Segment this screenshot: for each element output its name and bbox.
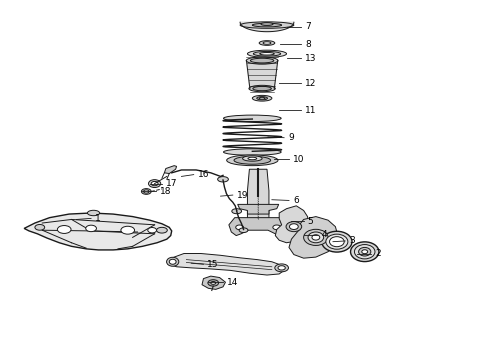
Ellipse shape xyxy=(252,23,282,27)
Text: 3: 3 xyxy=(349,237,355,246)
Polygon shape xyxy=(247,169,269,220)
Ellipse shape xyxy=(273,225,281,230)
Ellipse shape xyxy=(261,23,273,26)
Ellipse shape xyxy=(240,22,294,28)
Polygon shape xyxy=(168,253,284,275)
Text: 13: 13 xyxy=(305,54,317,63)
Ellipse shape xyxy=(144,190,149,193)
Ellipse shape xyxy=(250,58,274,63)
Ellipse shape xyxy=(308,232,324,243)
Ellipse shape xyxy=(330,237,344,247)
Text: 7: 7 xyxy=(305,22,311,31)
Text: 16: 16 xyxy=(197,170,209,179)
Ellipse shape xyxy=(223,115,281,122)
Ellipse shape xyxy=(252,95,272,101)
Ellipse shape xyxy=(253,86,271,91)
Ellipse shape xyxy=(312,235,320,240)
Ellipse shape xyxy=(263,42,271,44)
Text: 5: 5 xyxy=(308,217,313,226)
Ellipse shape xyxy=(208,280,219,286)
Ellipse shape xyxy=(246,57,278,64)
Ellipse shape xyxy=(211,282,216,284)
Text: 17: 17 xyxy=(166,179,177,188)
Ellipse shape xyxy=(218,177,228,182)
Text: 19: 19 xyxy=(237,190,248,199)
Ellipse shape xyxy=(151,181,158,186)
Ellipse shape xyxy=(167,257,179,266)
Ellipse shape xyxy=(223,149,281,155)
Ellipse shape xyxy=(322,231,352,252)
Ellipse shape xyxy=(121,226,135,234)
Text: 8: 8 xyxy=(305,40,311,49)
Ellipse shape xyxy=(286,222,302,231)
Polygon shape xyxy=(275,206,309,243)
Polygon shape xyxy=(238,204,279,214)
Polygon shape xyxy=(229,218,288,235)
Ellipse shape xyxy=(249,85,275,92)
Ellipse shape xyxy=(86,225,97,231)
Text: 1: 1 xyxy=(95,214,101,223)
Text: 6: 6 xyxy=(293,196,298,205)
Text: 4: 4 xyxy=(321,230,327,239)
Ellipse shape xyxy=(275,264,289,272)
Ellipse shape xyxy=(257,96,268,100)
Ellipse shape xyxy=(232,209,242,214)
Ellipse shape xyxy=(260,53,274,55)
Polygon shape xyxy=(202,276,225,289)
Text: 10: 10 xyxy=(293,155,304,164)
Ellipse shape xyxy=(35,225,45,230)
Ellipse shape xyxy=(57,226,71,233)
Polygon shape xyxy=(246,60,278,89)
Polygon shape xyxy=(164,166,176,174)
Ellipse shape xyxy=(148,180,161,188)
Text: 18: 18 xyxy=(160,187,172,196)
Ellipse shape xyxy=(236,225,244,230)
Ellipse shape xyxy=(148,228,157,233)
Ellipse shape xyxy=(259,41,275,45)
Ellipse shape xyxy=(247,50,287,57)
Ellipse shape xyxy=(362,250,368,254)
Text: 15: 15 xyxy=(207,260,219,269)
Text: 9: 9 xyxy=(288,133,294,142)
Polygon shape xyxy=(24,213,172,250)
Ellipse shape xyxy=(359,247,371,256)
Ellipse shape xyxy=(350,242,379,262)
Text: 14: 14 xyxy=(227,278,238,287)
Ellipse shape xyxy=(157,227,167,233)
Ellipse shape xyxy=(239,228,248,233)
Ellipse shape xyxy=(354,244,375,259)
Ellipse shape xyxy=(243,156,262,161)
Ellipse shape xyxy=(87,210,99,216)
Polygon shape xyxy=(289,217,338,258)
Ellipse shape xyxy=(227,155,278,166)
Ellipse shape xyxy=(304,229,328,246)
Polygon shape xyxy=(240,22,294,32)
Text: 2: 2 xyxy=(375,249,381,258)
Ellipse shape xyxy=(259,97,265,99)
Ellipse shape xyxy=(248,157,257,160)
Text: 11: 11 xyxy=(305,105,317,114)
Ellipse shape xyxy=(253,51,281,56)
Text: 12: 12 xyxy=(305,79,317,88)
Ellipse shape xyxy=(290,224,298,229)
Ellipse shape xyxy=(278,266,285,270)
Ellipse shape xyxy=(142,189,151,194)
Ellipse shape xyxy=(169,259,176,264)
Ellipse shape xyxy=(326,234,348,249)
Ellipse shape xyxy=(234,156,270,164)
